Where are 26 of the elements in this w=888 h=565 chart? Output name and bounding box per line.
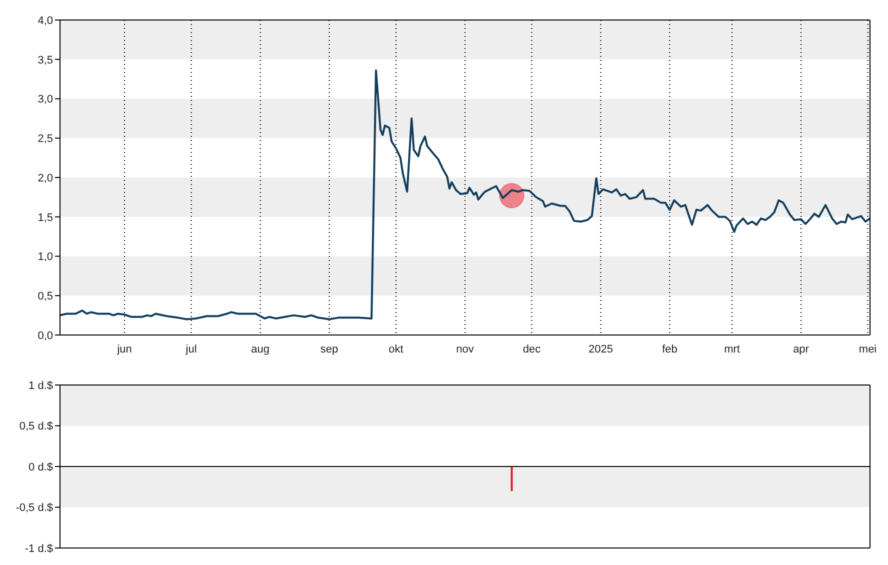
x-tick-label: nov bbox=[456, 343, 474, 356]
y-tick-label: 0,5 d.$ bbox=[19, 420, 53, 433]
x-tick-label: 2025 bbox=[588, 343, 613, 356]
y-tick-label: 0,5 bbox=[38, 290, 53, 303]
x-tick-label: mrt bbox=[724, 343, 740, 356]
y-tick-label: 4,0 bbox=[38, 14, 53, 27]
y-tick-label: 2,5 bbox=[38, 133, 53, 146]
x-tick-label: jun bbox=[116, 343, 132, 356]
y-tick-label: 3,5 bbox=[38, 54, 53, 66]
y-tick-label: 1,5 bbox=[38, 212, 53, 224]
x-tick-label: okt bbox=[388, 343, 404, 356]
x-tick-label: mei bbox=[858, 343, 877, 356]
y-tick-label: 0,0 bbox=[38, 330, 53, 342]
x-tick-label: feb bbox=[662, 343, 678, 356]
x-tick-label: apr bbox=[793, 343, 810, 356]
x-tick-label: sep bbox=[320, 343, 338, 356]
x-tick-label: aug bbox=[251, 343, 270, 356]
y-tick-label: 1 d.$ bbox=[28, 380, 53, 392]
y-tick-label: 1,0 bbox=[38, 251, 53, 264]
x-tick-label: dec bbox=[522, 343, 542, 356]
y-tick-label: 2,0 bbox=[38, 172, 53, 184]
y-tick-label: 3,0 bbox=[38, 94, 53, 106]
y-tick-label: 0 d.$ bbox=[28, 461, 53, 474]
y-tick-label: -1 d.$ bbox=[24, 542, 53, 555]
y-tick-label: -0,5 d.$ bbox=[16, 502, 53, 514]
x-tick-label: jul bbox=[184, 343, 197, 356]
